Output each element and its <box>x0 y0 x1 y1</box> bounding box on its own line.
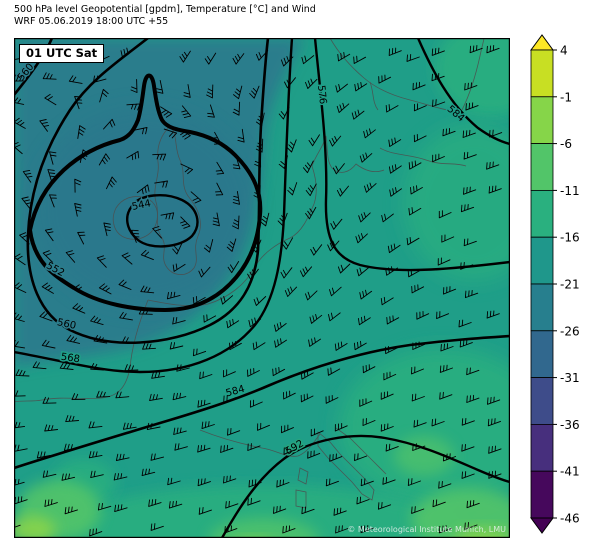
svg-text:-16: -16 <box>560 231 580 245</box>
svg-text:-46: -46 <box>560 512 580 526</box>
model-run-subtitle: WRF 05.06.2019 18:00 UTC +55 <box>14 16 169 27</box>
geopotential-contours <box>14 38 510 538</box>
contour-label-568: 568 <box>60 352 80 366</box>
contour-584-ne <box>416 38 510 146</box>
svg-text:-21: -21 <box>560 278 580 292</box>
svg-text:-6: -6 <box>560 137 572 151</box>
contour-592 <box>220 434 510 538</box>
svg-text:4: 4 <box>560 44 568 58</box>
contour-544 <box>126 194 199 248</box>
chart-title: 500 hPa level Geopotential [gpdm], Tempe… <box>14 4 316 15</box>
svg-text:-41: -41 <box>560 465 580 479</box>
svg-text:-36: -36 <box>560 418 580 432</box>
map-panel: 560 544 552 560 568 576 584 584 592 <box>14 38 510 538</box>
svg-text:-11: -11 <box>560 184 580 198</box>
colorbar: 4 -1 -6 -11 -16 -21 -26 -31 -36 -41 -46 <box>527 30 603 545</box>
map-svg: 560 544 552 560 568 576 584 584 592 <box>14 38 510 538</box>
contour-568 <box>14 38 294 374</box>
contour-552 <box>27 73 263 313</box>
valid-time-badge: 01 UTC Sat <box>19 44 105 63</box>
contour-584-main <box>14 334 510 470</box>
svg-text:-1: -1 <box>560 90 572 104</box>
map-border <box>14 38 510 538</box>
watermark: © Meteorological Institute Munich, LMU <box>347 525 506 534</box>
contour-576 <box>313 38 510 272</box>
colorbar-svg: 4 -1 -6 -11 -16 -21 -26 -31 -36 -41 -46 <box>530 34 580 534</box>
svg-text:-26: -26 <box>560 324 580 338</box>
svg-text:-31: -31 <box>560 371 580 385</box>
contour-label-576: 576 <box>315 85 328 105</box>
contour-560-corner <box>14 38 54 96</box>
